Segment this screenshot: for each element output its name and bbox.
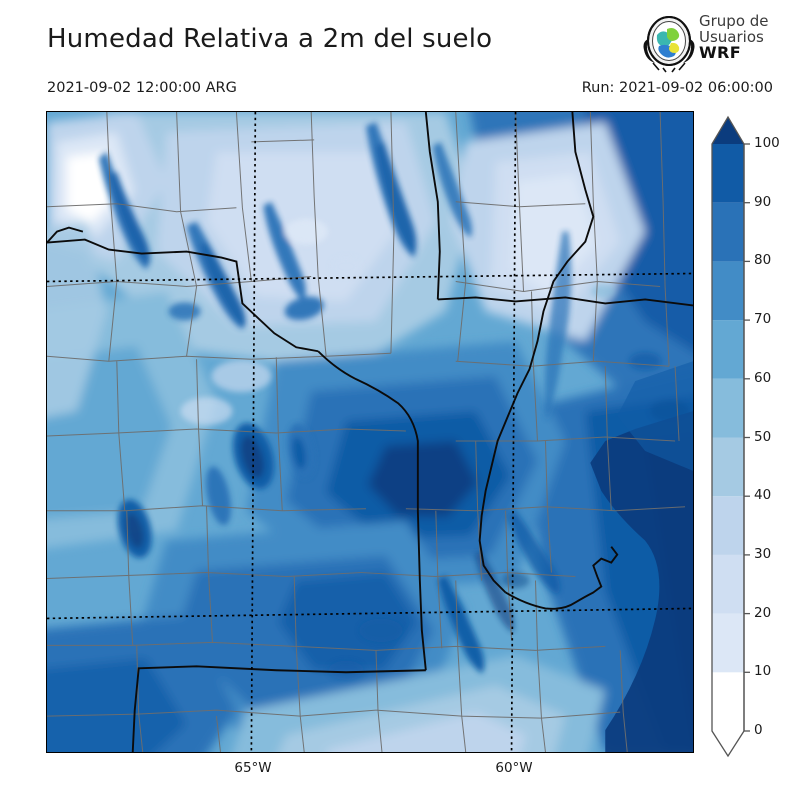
colorbar-tick-label: 50 xyxy=(754,428,772,445)
colorbar-tick-label: 20 xyxy=(754,604,772,621)
humidity-field xyxy=(47,112,693,752)
colorbar-tick-label: 30 xyxy=(754,545,772,562)
colorbar-scale xyxy=(711,115,750,758)
logo-line-2: Usuarios xyxy=(699,27,764,46)
colorbar-tick-label: 60 xyxy=(754,369,772,386)
page-title: Humedad Relativa a 2m del suelo xyxy=(47,24,493,54)
logo-line-1: Grupo de xyxy=(699,12,769,30)
x-axis-tick-60w: 60°W xyxy=(495,760,533,776)
globe-emblem-icon xyxy=(641,13,697,73)
x-axis-tick-65w: 65°W xyxy=(234,760,272,776)
logo-text: Grupo de Usuarios WRF xyxy=(699,12,793,63)
colorbar-tick-label: 100 xyxy=(754,135,780,151)
colorbar-tick-label: 40 xyxy=(754,487,772,504)
colorbar-tick-label: 0 xyxy=(754,722,763,738)
humidity-map[interactable] xyxy=(46,111,694,753)
valid-time-label: 2021-09-02 12:00:00 ARG xyxy=(47,80,237,96)
wrf-user-group-logo: Grupo de Usuarios WRF xyxy=(641,13,793,75)
colorbar-tick-label: 10 xyxy=(754,663,772,680)
colorbar-tick-label: 70 xyxy=(754,311,772,328)
logo-line-3: WRF xyxy=(699,43,742,63)
colorbar-tick-label: 80 xyxy=(754,252,772,269)
run-time-label: Run: 2021-09-02 06:00:00 xyxy=(581,80,773,96)
colorbar-tick-label: 90 xyxy=(754,193,772,210)
